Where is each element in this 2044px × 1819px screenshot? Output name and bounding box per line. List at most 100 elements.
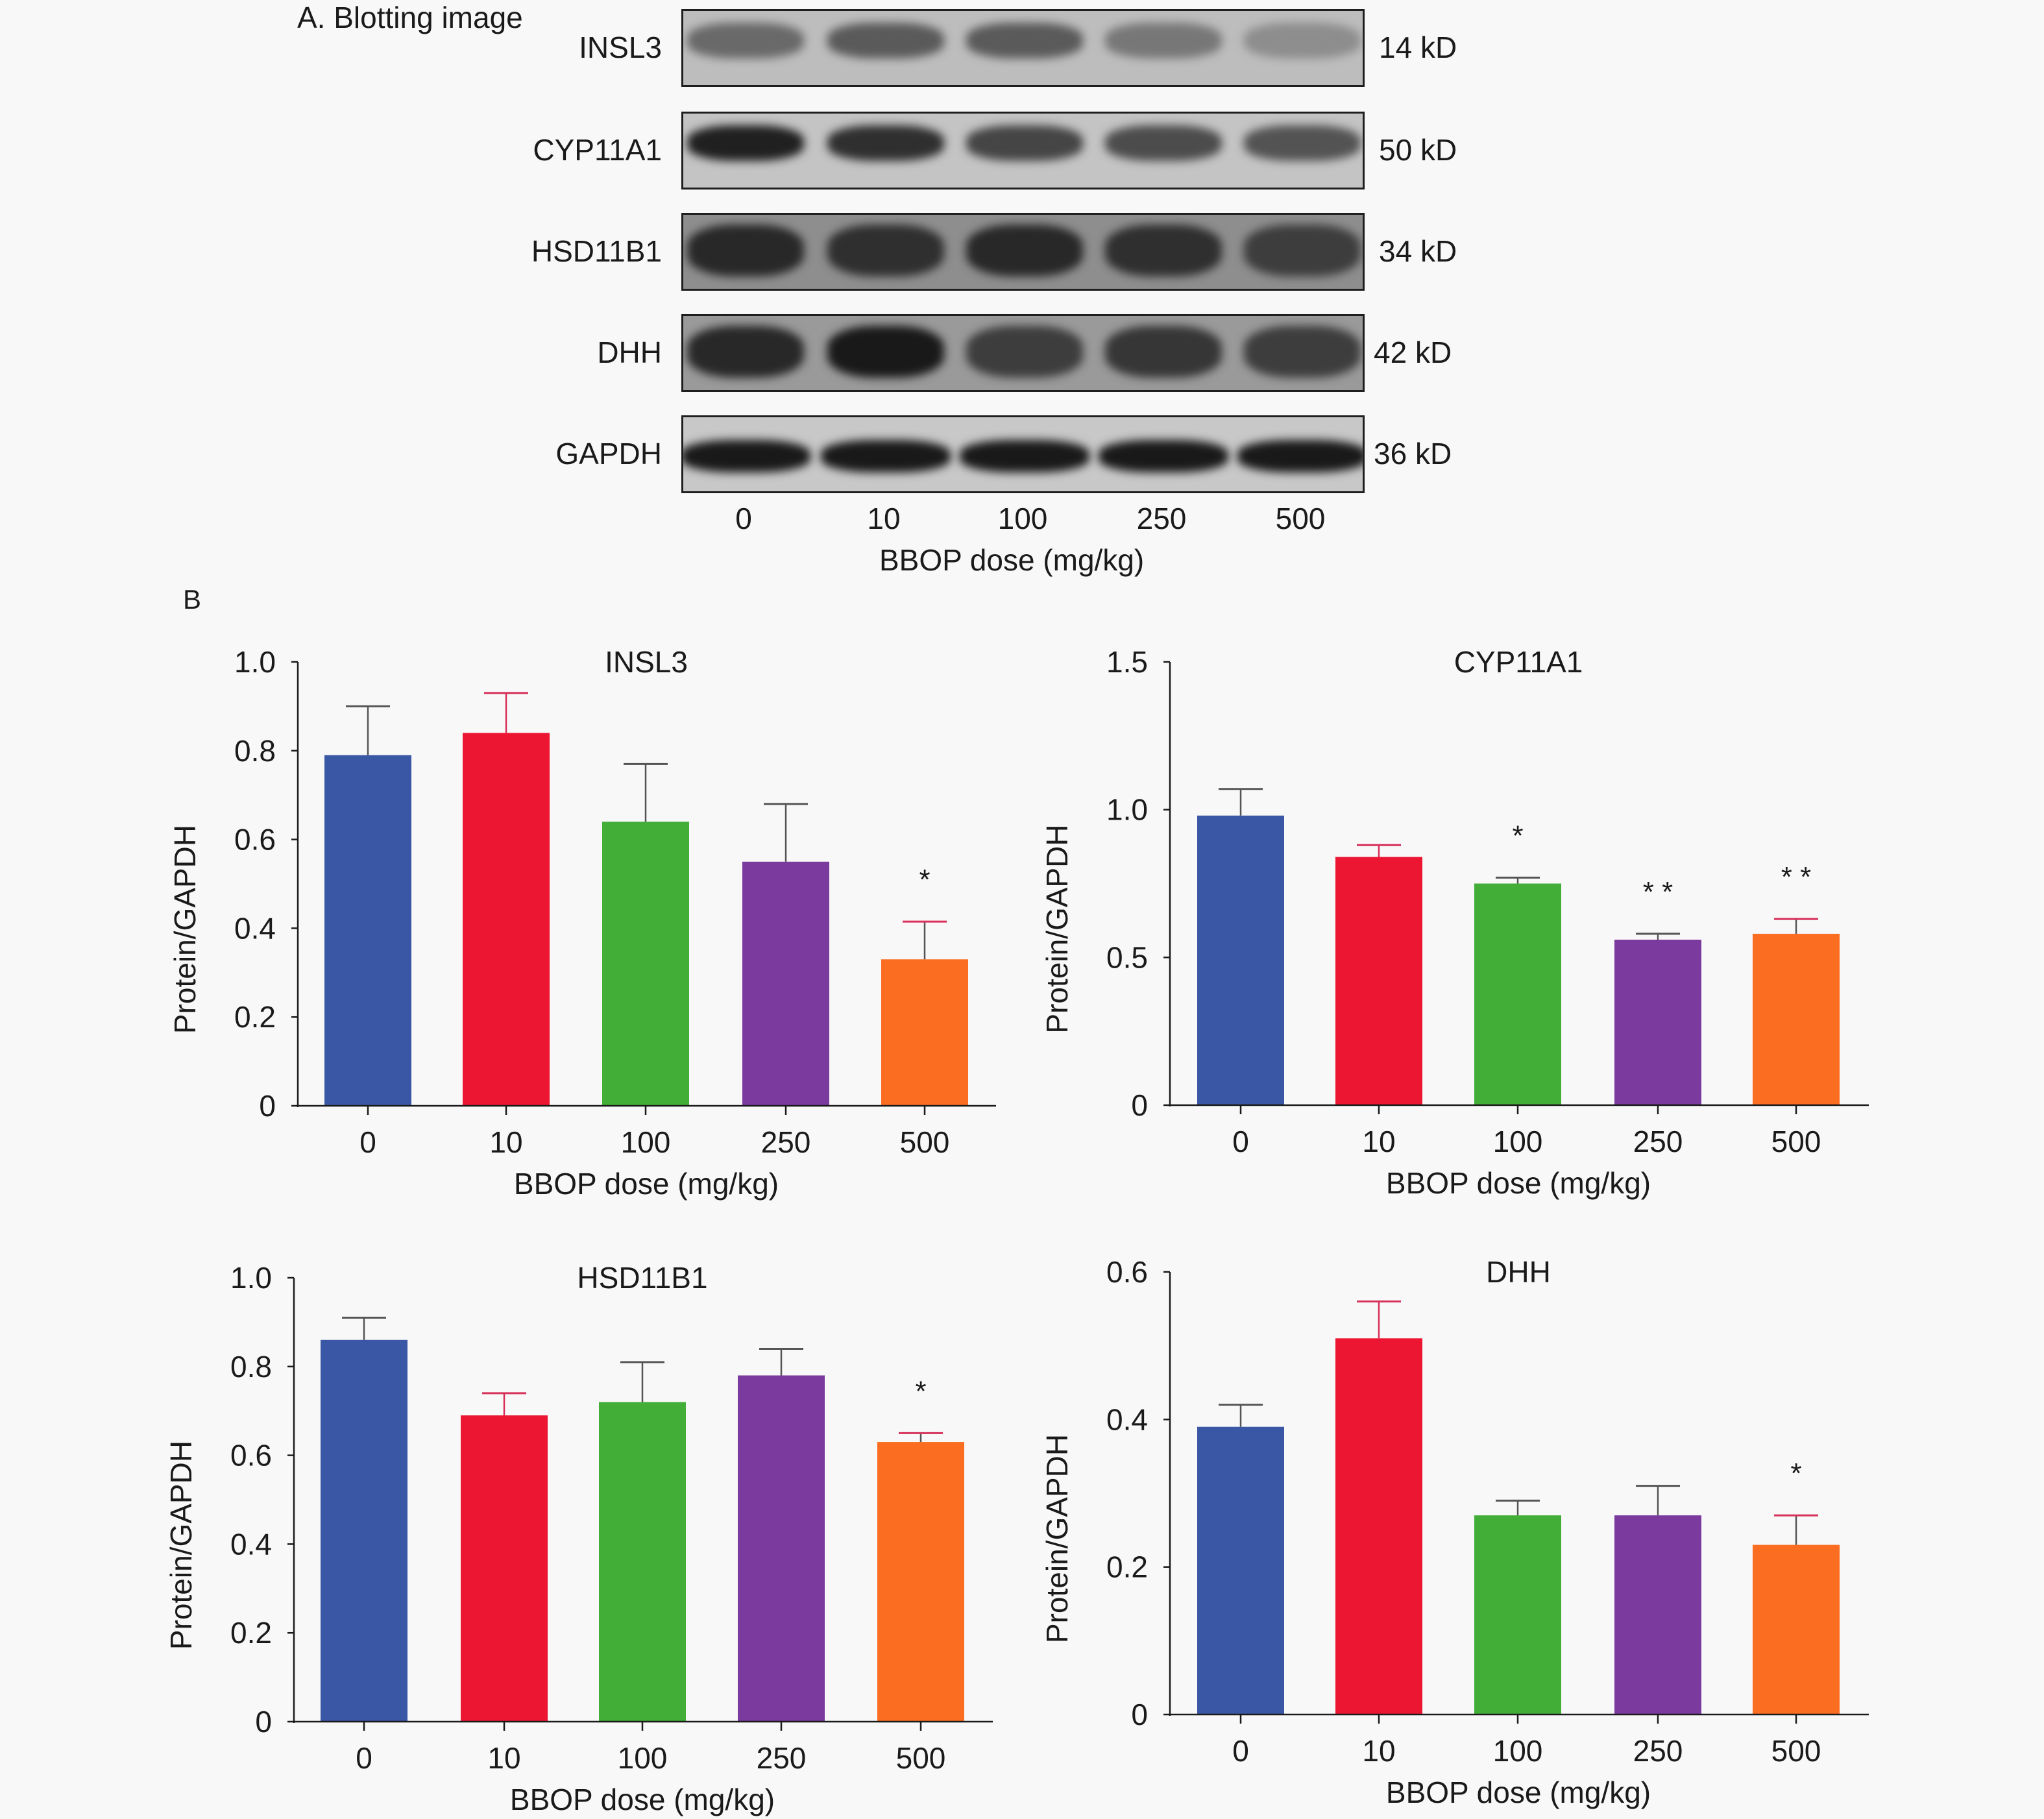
chart-title: CYP11A1 xyxy=(1454,645,1583,679)
bar-0 xyxy=(321,1339,408,1722)
y-tick-label: 0 xyxy=(259,1089,276,1123)
y-tick-label: 0.6 xyxy=(234,823,276,857)
blot-band xyxy=(1244,225,1361,276)
chart-title: INSL3 xyxy=(605,645,688,679)
y-tick-label: 0.4 xyxy=(230,1527,272,1561)
x-axis-title: BBOP dose (mg/kg) xyxy=(1386,1776,1651,1809)
blot-band xyxy=(1105,125,1222,161)
y-tick-label: 0.5 xyxy=(1106,940,1148,974)
blot-lane-label: 10 xyxy=(867,502,901,535)
blot-band xyxy=(683,440,810,472)
blot-band xyxy=(687,326,804,378)
blot-strip-dhh xyxy=(681,314,1365,392)
x-tick-label: 10 xyxy=(487,1741,520,1775)
x-tick-label: 0 xyxy=(1232,1734,1249,1768)
blot-strip-hsd11b1 xyxy=(681,213,1365,291)
bar-0 xyxy=(1197,1426,1284,1715)
blot-band xyxy=(827,225,944,276)
x-tick-label: 10 xyxy=(1362,1125,1395,1158)
bar-500 xyxy=(1753,933,1840,1105)
x-axis-title: BBOP dose (mg/kg) xyxy=(1386,1166,1651,1200)
blot-band xyxy=(1244,326,1361,378)
blot-strip-insl3 xyxy=(681,9,1365,87)
significance-marker: * * xyxy=(1781,861,1811,893)
blot-band xyxy=(827,125,944,161)
blot-protein-label: INSL3 xyxy=(579,31,662,64)
y-tick-label: 0.8 xyxy=(230,1350,272,1384)
molecular-weight-label: 34 kD xyxy=(1379,234,1457,268)
blot-band xyxy=(827,326,944,378)
bar-0 xyxy=(324,755,411,1106)
chart-dhh: * 0 0.2 0.4 0.6 0 10 100 250 500 DHH BBOP dose (mg/… xyxy=(1040,1255,1869,1809)
chart-title: HSD11B1 xyxy=(577,1261,707,1295)
blot-band xyxy=(1237,440,1363,472)
y-tick-label: 0 xyxy=(1131,1698,1148,1731)
x-tick-label: 500 xyxy=(896,1741,946,1775)
bar-10 xyxy=(461,1415,548,1722)
y-tick-label: 0.6 xyxy=(230,1439,272,1472)
y-tick-label: 1.0 xyxy=(230,1261,272,1295)
molecular-weight-label: 42 kD xyxy=(1374,336,1452,369)
blot-band xyxy=(827,22,944,58)
x-tick-label: 100 xyxy=(621,1125,671,1159)
y-axis-title: Protein/GAPDH xyxy=(1040,1434,1074,1643)
molecular-weight-label: 14 kD xyxy=(1379,31,1457,64)
blot-strip-gapdh xyxy=(681,415,1365,493)
blot-lane-label: 250 xyxy=(1136,502,1187,535)
x-tick-label: 100 xyxy=(1493,1734,1543,1768)
bar-10 xyxy=(1335,857,1422,1105)
bar-500 xyxy=(877,1442,964,1722)
blot-lane-label: 500 xyxy=(1275,502,1326,535)
blot-band xyxy=(966,326,1083,378)
blot-band xyxy=(966,225,1083,276)
x-tick-label: 250 xyxy=(757,1741,807,1775)
bar-500 xyxy=(1753,1544,1840,1715)
x-tick-label: 0 xyxy=(359,1125,376,1159)
significance-marker: * xyxy=(915,1375,926,1407)
blot-x-axis-title: BBOP dose (mg/kg) xyxy=(879,543,1145,577)
bar-100 xyxy=(1474,883,1561,1105)
x-tick-label: 0 xyxy=(1232,1125,1249,1158)
significance-marker: * xyxy=(1790,1458,1801,1489)
bar-100 xyxy=(1474,1515,1561,1715)
bar-10 xyxy=(1335,1338,1422,1715)
chart-cyp11a1: * * * * * 0 0.5 1.0 1.5 0 10 100 250 500 CYP11A1 BBOP… xyxy=(1040,645,1869,1200)
chart-title: DHH xyxy=(1486,1255,1551,1289)
blot-band xyxy=(1105,225,1222,276)
blot-band xyxy=(1244,125,1361,161)
blot-band xyxy=(687,225,804,276)
blot-band xyxy=(966,22,1083,58)
x-tick-label: 10 xyxy=(1362,1734,1395,1768)
blot-band xyxy=(1099,440,1228,472)
bar-250 xyxy=(1614,940,1701,1105)
y-tick-label: 0.8 xyxy=(234,734,276,768)
x-axis-title: BBOP dose (mg/kg) xyxy=(510,1783,775,1816)
y-tick-label: 0.4 xyxy=(234,911,276,945)
y-axis-title: Protein/GAPDH xyxy=(1040,824,1074,1033)
blot-band xyxy=(966,125,1083,161)
blot-lane-label: 0 xyxy=(735,502,752,535)
bar-500 xyxy=(881,959,968,1106)
blot-band xyxy=(1105,326,1222,378)
blot-strip-cyp11a1 xyxy=(681,112,1365,189)
chart-hsd11b1: * 0 0.2 0.4 0.6 0.8 1.0 0 10 100 250 500 HSD11B1 BBOP… xyxy=(164,1261,993,1816)
molecular-weight-label: 36 kD xyxy=(1374,437,1452,470)
blot-band xyxy=(1244,22,1361,58)
x-axis-title: BBOP dose (mg/kg) xyxy=(514,1167,779,1201)
blot-band xyxy=(821,440,951,472)
blot-protein-label: CYP11A1 xyxy=(533,133,662,167)
x-tick-label: 100 xyxy=(1493,1125,1543,1158)
y-axis-title: Protein/GAPDH xyxy=(164,1441,198,1650)
significance-marker: * xyxy=(919,864,930,896)
y-tick-label: 0.2 xyxy=(234,1000,276,1034)
y-tick-label: 0.2 xyxy=(230,1616,272,1650)
x-tick-label: 500 xyxy=(1771,1125,1821,1158)
blot-band xyxy=(687,125,804,161)
bar-250 xyxy=(738,1375,825,1722)
y-tick-label: 1.5 xyxy=(1106,645,1148,679)
y-tick-label: 0.2 xyxy=(1106,1550,1148,1584)
bar-10 xyxy=(463,733,550,1106)
blot-protein-label: DHH xyxy=(597,336,662,369)
x-tick-label: 0 xyxy=(356,1741,372,1775)
bar-250 xyxy=(1614,1515,1701,1715)
